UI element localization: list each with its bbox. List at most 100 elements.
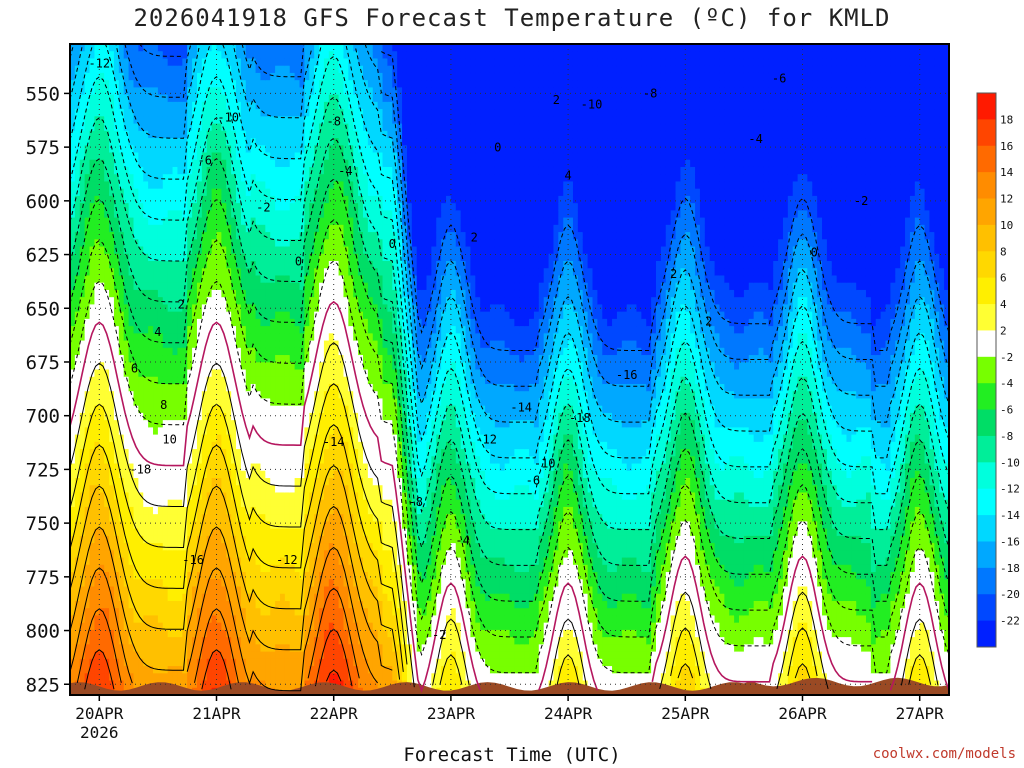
field-cell [168, 124, 173, 132]
field-cell [256, 420, 261, 428]
field-cell [85, 485, 90, 493]
field-cell [270, 247, 275, 255]
field-cell [260, 326, 265, 334]
field-cell [173, 203, 178, 211]
field-cell [143, 427, 148, 435]
field-cell [168, 536, 173, 544]
field-cell [295, 95, 300, 103]
field-cell [177, 138, 182, 146]
field-cell [163, 536, 168, 544]
field-cell [124, 189, 129, 197]
field-cell [319, 181, 324, 189]
field-cell [119, 312, 124, 320]
field-cell [90, 268, 95, 276]
field-cell [309, 326, 314, 334]
field-cell [339, 370, 344, 378]
field-cell [173, 51, 178, 59]
field-cell [173, 492, 178, 500]
field-cell [114, 87, 119, 95]
field-cell [90, 319, 95, 327]
field-cell [241, 601, 246, 609]
field-cell [290, 572, 295, 580]
field-cell [329, 239, 334, 247]
field-cell [270, 80, 275, 88]
field-cell [187, 384, 192, 392]
field-cell [241, 131, 246, 139]
field-cell [202, 247, 207, 255]
field-cell [265, 623, 270, 631]
field-cell [309, 160, 314, 168]
field-cell [148, 507, 153, 515]
field-cell [221, 232, 226, 240]
field-cell [80, 290, 85, 298]
field-cell [251, 391, 256, 399]
field-cell [285, 406, 290, 414]
field-cell [217, 637, 222, 645]
field-cell [177, 362, 182, 370]
field-cell [314, 370, 319, 378]
field-cell [251, 232, 256, 240]
field-cell [153, 442, 158, 450]
field-cell [163, 413, 168, 421]
field-cell [177, 427, 182, 435]
field-cell [138, 73, 143, 81]
field-cell [246, 565, 251, 573]
field-cell [265, 283, 270, 291]
field-cell [187, 66, 192, 74]
field-cell [143, 196, 148, 204]
field-cell [153, 492, 158, 500]
field-cell [109, 153, 114, 161]
field-cell [256, 116, 261, 124]
field-cell [138, 521, 143, 529]
field-cell [173, 232, 178, 240]
field-cell [334, 181, 339, 189]
field-cell [168, 652, 173, 660]
field-cell [275, 181, 280, 189]
field-cell [265, 485, 270, 493]
field-cell [265, 673, 270, 681]
field-cell [285, 637, 290, 645]
field-cell [104, 196, 109, 204]
field-cell [207, 521, 212, 529]
field-cell [246, 153, 251, 161]
field-cell [133, 514, 138, 522]
field-cell [217, 138, 222, 146]
field-cell [119, 80, 124, 88]
field-cell [163, 174, 168, 182]
field-cell [334, 608, 339, 616]
field-cell [246, 601, 251, 609]
field-cell [202, 210, 207, 218]
field-cell [114, 102, 119, 110]
field-cell [324, 247, 329, 255]
field-cell [275, 218, 280, 226]
field-cell [168, 507, 173, 515]
field-cell [295, 290, 300, 298]
field-cell [207, 681, 212, 689]
field-cell [177, 210, 182, 218]
field-cell [99, 500, 104, 508]
field-cell [168, 73, 173, 81]
field-cell [260, 160, 265, 168]
field-cell [241, 377, 246, 385]
field-cell [129, 529, 134, 537]
field-cell [187, 153, 192, 161]
field-cell [158, 572, 163, 580]
field-cell [295, 44, 300, 52]
field-cell [246, 413, 251, 421]
field-cell [309, 348, 314, 356]
field-cell [275, 391, 280, 399]
field-cell [177, 471, 182, 479]
field-cell [138, 304, 143, 312]
field-cell [80, 102, 85, 110]
field-cell [275, 189, 280, 197]
field-cell [153, 659, 158, 667]
field-cell [207, 268, 212, 276]
field-cell [334, 312, 339, 320]
field-cell [329, 167, 334, 175]
field-cell [173, 630, 178, 638]
field-cell [173, 153, 178, 161]
field-cell [168, 116, 173, 124]
field-cell [324, 73, 329, 81]
field-cell [275, 507, 280, 515]
field-cell [85, 615, 90, 623]
